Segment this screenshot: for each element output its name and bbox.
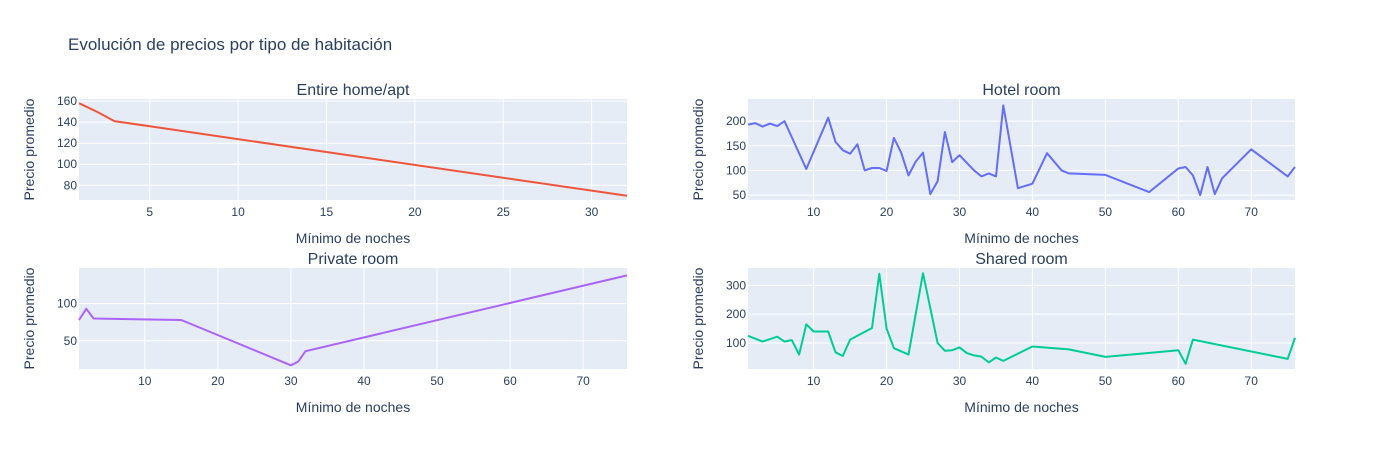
y-tick-label: 300: [726, 278, 746, 292]
x-tick-label: 15: [320, 205, 334, 219]
x-tick-label: 70: [576, 374, 590, 388]
x-tick-label: 50: [1099, 205, 1113, 219]
y-axis-title: Precio promedio: [21, 267, 37, 369]
subplot-3: 10 20 30 40 50 60 70 50 100 Private room Mínimo de…: [21, 251, 628, 415]
x-tick-label: 40: [1026, 374, 1040, 388]
y-tick-label: 150: [726, 139, 746, 153]
x-tick-label: 30: [953, 374, 967, 388]
y-tick-label: 50: [64, 334, 78, 348]
x-tick-label: 25: [497, 205, 511, 219]
series-line: [747, 104, 1296, 197]
x-tick-label: 60: [503, 374, 517, 388]
x-tick-label: 30: [284, 374, 298, 388]
y-tick-label: 100: [57, 157, 77, 171]
y-tick-label: 100: [726, 163, 746, 177]
x-tick-label: 5: [146, 205, 153, 219]
subplot-1: 5 10 15 20 25 30 80 100 120 140 160 Entire home/apt…: [21, 82, 628, 246]
x-tick-label: 20: [211, 374, 225, 388]
y-axis-title: Precio promedio: [690, 98, 706, 200]
x-tick-label: 20: [408, 205, 422, 219]
series-line: [78, 102, 628, 197]
y-tick-label: 200: [726, 307, 746, 321]
subplot-4: 10 20 30 40 50 60 70 100 200 300 Shared room Mínimo…: [690, 251, 1296, 415]
x-tick-label: 60: [1172, 374, 1186, 388]
x-axis-title: Mínimo de noches: [964, 230, 1078, 246]
chart-main-title: Evolución de precios por tipo de habitac…: [68, 35, 392, 54]
x-axis-title: Mínimo de noches: [296, 399, 410, 415]
x-tick-label: 40: [1026, 205, 1040, 219]
y-tick-label: 80: [64, 178, 78, 192]
subplot-title: Private room: [308, 251, 399, 268]
plot-area: [79, 268, 627, 369]
x-tick-label: 10: [138, 374, 152, 388]
x-tick-label: 30: [953, 205, 967, 219]
subplot-title: Hotel room: [982, 82, 1060, 99]
x-tick-label: 30: [585, 205, 599, 219]
x-tick-label: 70: [1245, 205, 1259, 219]
subplot-title: Shared room: [975, 251, 1068, 268]
y-tick-label: 200: [726, 114, 746, 128]
x-axis-title: Mínimo de noches: [964, 399, 1078, 415]
x-tick-label: 10: [807, 374, 821, 388]
x-tick-label: 10: [231, 205, 245, 219]
x-axis-title: Mínimo de noches: [296, 230, 410, 246]
y-tick-label: 100: [57, 297, 77, 311]
y-tick-label: 50: [733, 188, 747, 202]
x-tick-label: 10: [807, 205, 821, 219]
subplot-2: 10 20 30 40 50 60 70 50 100 150 200 Hotel room Mínim…: [690, 82, 1296, 246]
series-line: [78, 274, 628, 367]
x-tick-label: 20: [880, 374, 894, 388]
y-axis-title: Precio promedio: [690, 267, 706, 369]
x-tick-label: 50: [1099, 374, 1113, 388]
y-tick-label: 100: [726, 336, 746, 350]
plot-area: [748, 268, 1295, 369]
x-tick-label: 60: [1172, 205, 1186, 219]
y-tick-label: 120: [57, 136, 77, 150]
subplot-title: Entire home/apt: [297, 82, 411, 99]
x-tick-label: 50: [430, 374, 444, 388]
x-tick-label: 20: [880, 205, 894, 219]
series-line: [747, 272, 1296, 365]
y-axis-title: Precio promedio: [21, 98, 37, 200]
y-tick-label: 160: [57, 94, 77, 108]
x-tick-label: 40: [357, 374, 371, 388]
x-tick-label: 70: [1245, 374, 1259, 388]
y-tick-label: 140: [57, 115, 77, 129]
